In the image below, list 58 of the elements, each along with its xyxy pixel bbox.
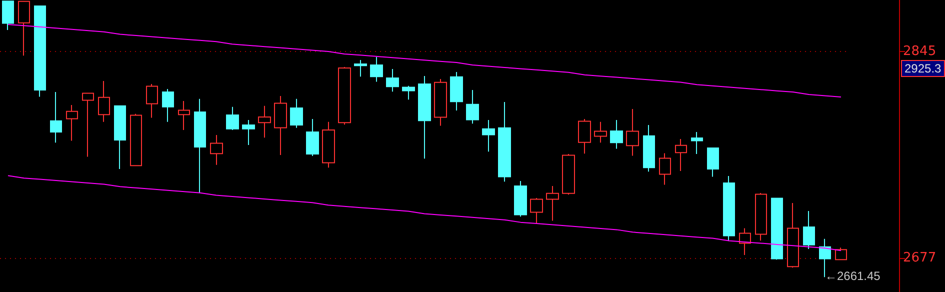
candlestick bbox=[803, 210, 815, 250]
candlestick bbox=[498, 102, 511, 182]
y-tick-label: 2845 bbox=[903, 44, 936, 59]
candlestick bbox=[691, 131, 703, 154]
candlestick bbox=[50, 92, 62, 144]
line-series bbox=[8, 24, 842, 98]
candlestick bbox=[18, 0, 30, 56]
candlestick bbox=[226, 106, 239, 131]
candlestick bbox=[466, 89, 479, 124]
annotation: ←2661.45 bbox=[824, 269, 881, 284]
candlestick bbox=[626, 108, 639, 156]
candlestick bbox=[194, 98, 206, 194]
candlestick bbox=[418, 75, 431, 160]
candlestick bbox=[739, 228, 751, 256]
candlestick bbox=[787, 202, 799, 268]
candlestick bbox=[82, 92, 94, 158]
candlestick bbox=[402, 85, 415, 100]
candlestick bbox=[386, 68, 399, 92]
candlestick bbox=[146, 83, 158, 118]
candlestick bbox=[546, 185, 559, 222]
candlestick bbox=[114, 105, 126, 170]
candlestick bbox=[2, 0, 14, 30]
candlestick bbox=[771, 198, 783, 260]
candlestick bbox=[707, 147, 719, 178]
candlestick bbox=[755, 192, 767, 242]
line-series bbox=[8, 175, 842, 252]
candlestick bbox=[162, 88, 174, 122]
candlestick bbox=[450, 72, 463, 111]
candlestick bbox=[98, 80, 110, 122]
candlestick bbox=[482, 119, 495, 152]
candlestick bbox=[178, 100, 190, 131]
candlestick bbox=[723, 175, 735, 242]
candlestick bbox=[594, 121, 607, 144]
candlestick bbox=[306, 118, 319, 156]
candlestick bbox=[562, 153, 575, 196]
candlestick bbox=[434, 78, 447, 126]
candlestick bbox=[322, 121, 335, 168]
candlestick bbox=[675, 138, 687, 172]
text: 2925.3 bbox=[904, 62, 942, 76]
candlestick bbox=[578, 118, 591, 154]
candlestick bbox=[370, 56, 383, 82]
candlestick bbox=[66, 104, 78, 142]
candlestick bbox=[338, 66, 351, 126]
candlestick bbox=[210, 134, 223, 166]
y-tick-label: 2677 bbox=[903, 250, 936, 266]
candlestick bbox=[659, 152, 671, 186]
candlestick bbox=[274, 95, 287, 156]
candlestick bbox=[530, 197, 543, 224]
candlestick bbox=[643, 124, 655, 172]
candlestick bbox=[835, 247, 847, 260]
candlestick bbox=[242, 119, 255, 146]
candlestick bbox=[514, 180, 527, 218]
candlestick bbox=[290, 98, 303, 128]
candlestick bbox=[354, 59, 367, 78]
candlestick bbox=[130, 113, 142, 166]
candlestick bbox=[258, 105, 271, 138]
candlestick bbox=[610, 119, 623, 150]
candlestick bbox=[34, 6, 46, 98]
